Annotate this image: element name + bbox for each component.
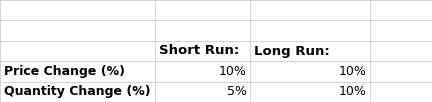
Text: 10%: 10%	[339, 85, 367, 98]
Text: Long Run:: Long Run:	[254, 44, 330, 58]
Text: Short Run:: Short Run:	[159, 44, 239, 58]
Text: 5%: 5%	[227, 85, 247, 98]
Text: 10%: 10%	[339, 65, 367, 78]
Text: Price Change (%): Price Change (%)	[4, 65, 125, 78]
Text: Quantity Change (%): Quantity Change (%)	[4, 85, 151, 98]
Text: 10%: 10%	[219, 65, 247, 78]
